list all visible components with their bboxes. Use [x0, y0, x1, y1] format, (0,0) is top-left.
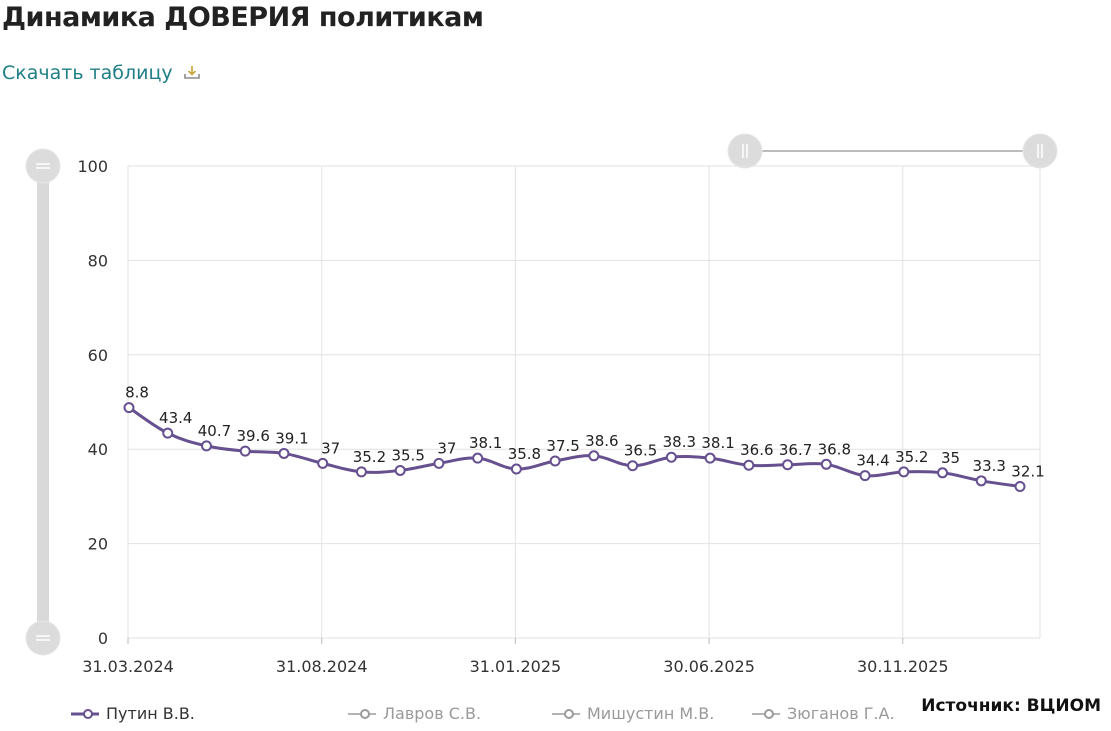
legend-marker-icon — [752, 708, 780, 719]
horizontal-zoom-handle-right[interactable] — [1022, 133, 1058, 169]
data-point[interactable] — [278, 447, 290, 459]
data-label: 38.3 — [663, 433, 696, 451]
data-label: 39.6 — [237, 427, 270, 445]
data-label: 36.8 — [818, 440, 851, 458]
download-icon — [183, 66, 200, 79]
data-point[interactable] — [665, 451, 677, 463]
legend-label: Зюганов Г.А. — [787, 704, 895, 723]
data-point[interactable] — [704, 452, 716, 464]
x-tick-label: 30.11.2025 — [857, 657, 949, 676]
data-point[interactable] — [200, 440, 212, 452]
data-label: 38.1 — [469, 434, 502, 452]
legend-item[interactable]: Путин В.В. — [70, 704, 195, 723]
data-label: 43.4 — [159, 409, 192, 427]
data-label: 35.2 — [353, 448, 386, 466]
y-tick-label: 20 — [88, 535, 108, 554]
slider-handle-knob[interactable] — [25, 620, 61, 656]
legend-marker-icon — [348, 708, 376, 719]
slider-handle-knob[interactable] — [25, 148, 61, 184]
data-label: 35.2 — [895, 448, 928, 466]
data-label: 8.8 — [125, 384, 149, 402]
x-tick-label: 31.01.2025 — [470, 657, 562, 676]
data-point[interactable] — [588, 450, 600, 462]
data-label: 32.1 — [1011, 462, 1044, 480]
data-label: 38.1 — [701, 434, 734, 452]
data-point[interactable] — [627, 460, 639, 472]
legend-marker-icon — [552, 708, 580, 719]
x-tick-label: 30.06.2025 — [663, 657, 755, 676]
vertical-zoom-handle-bottom[interactable] — [25, 620, 61, 656]
data-point[interactable] — [239, 445, 251, 457]
data-point[interactable] — [317, 457, 329, 469]
data-label: 38.6 — [585, 432, 618, 450]
data-point[interactable] — [937, 467, 949, 479]
slider-handle-knob[interactable] — [727, 133, 763, 169]
download-table-link[interactable]: Скачать таблицу — [2, 62, 201, 84]
data-point[interactable] — [162, 427, 174, 439]
y-tick-label: 60 — [88, 346, 108, 365]
data-label: 35 — [941, 449, 960, 467]
data-label: 34.4 — [856, 452, 889, 470]
data-label: 36.5 — [624, 442, 657, 460]
data-point[interactable] — [782, 459, 794, 471]
data-point[interactable] — [820, 458, 832, 470]
trust-line-chart: 0 20 40 60 80 100 31.03.2024 31.08.2024 31.01.20… — [25, 133, 1058, 676]
legend-label: Лавров С.В. — [383, 704, 482, 723]
data-point[interactable] — [123, 402, 135, 414]
data-label: 39.1 — [275, 429, 308, 447]
data-label: 40.7 — [198, 422, 231, 440]
data-point[interactable] — [510, 463, 522, 475]
data-point[interactable] — [898, 466, 910, 478]
legend-marker-icon — [71, 708, 99, 719]
download-table-label: Скачать таблицу — [2, 62, 173, 84]
data-point[interactable] — [472, 452, 484, 464]
source-note: Источник: ВЦИОМ — [921, 696, 1101, 716]
data-point[interactable] — [743, 459, 755, 471]
data-label: 37.5 — [546, 437, 579, 455]
x-tick-label: 31.03.2024 — [82, 657, 174, 676]
data-label: 36.6 — [740, 441, 773, 459]
legend-label: Мишустин М.В. — [587, 704, 715, 723]
data-label: 33.3 — [973, 457, 1006, 475]
legend-label: Путин В.В. — [106, 704, 195, 723]
data-point[interactable] — [1014, 480, 1026, 492]
legend-item[interactable]: Лавров С.В. — [347, 704, 481, 723]
data-point[interactable] — [549, 455, 561, 467]
page-title: Динамика ДОВЕРИЯ политикам — [2, 2, 484, 33]
data-label: 36.7 — [779, 441, 812, 459]
data-point[interactable] — [355, 466, 367, 478]
y-tick-label: 100 — [77, 157, 108, 176]
legend-item[interactable]: Мишустин М.В. — [551, 704, 714, 723]
data-point[interactable] — [433, 457, 445, 469]
slider-handle-knob[interactable] — [1022, 133, 1058, 169]
y-tick-label: 40 — [88, 440, 108, 459]
data-point[interactable] — [975, 475, 987, 487]
data-label: 35.5 — [391, 446, 424, 464]
horizontal-zoom-handle-left[interactable] — [727, 133, 763, 169]
legend-item[interactable]: Зюганов Г.А. — [751, 704, 895, 723]
x-tick-label: 31.08.2024 — [276, 657, 368, 676]
y-tick-label: 0 — [98, 629, 108, 648]
data-point[interactable] — [394, 464, 406, 476]
y-tick-label: 80 — [88, 251, 108, 270]
chart-legend: Путин В.В. Лавров С.В. Мишустин М.В. Зюгано… — [0, 704, 1111, 730]
data-point[interactable] — [859, 470, 871, 482]
data-label: 35.8 — [508, 445, 541, 463]
data-label: 37 — [321, 439, 340, 457]
data-label: 37 — [437, 439, 456, 457]
vertical-zoom-track[interactable] — [37, 160, 49, 640]
vertical-zoom-handle-top[interactable] — [25, 148, 61, 184]
